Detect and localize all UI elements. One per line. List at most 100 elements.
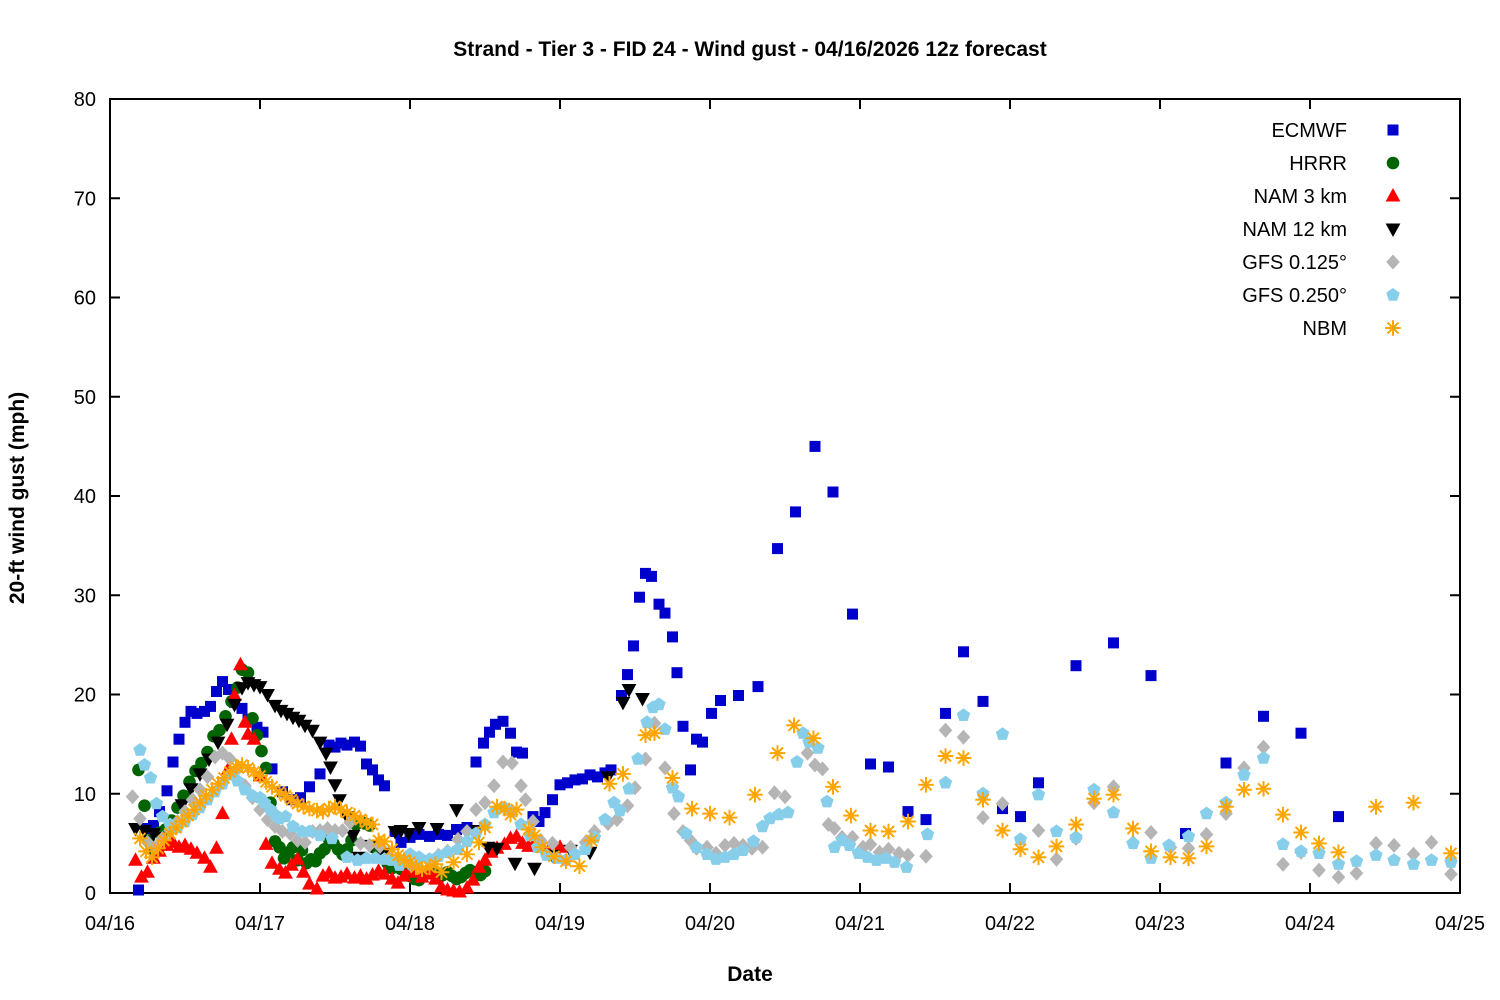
point-ecmwf: [205, 700, 216, 712]
point-ecmwf: [646, 570, 657, 582]
point-ecmwf: [341, 739, 353, 751]
point-gfs-0-250: [143, 770, 158, 784]
point-ecmwf: [154, 806, 165, 818]
y-tick-label: 80: [74, 89, 96, 111]
point-gfs-0-250: [820, 794, 834, 808]
legend-label-nam-12-km: NAM 12 km: [1243, 219, 1347, 241]
point-nam-3-km: [452, 884, 467, 898]
point-ecmwf: [173, 733, 185, 745]
chart-title: Strand - Tier 3 - FID 24 - Wind gust - 0…: [453, 38, 1047, 61]
legend-label-hrrr: HRRR: [1289, 153, 1347, 175]
point-nam-12-km: [327, 779, 343, 793]
point-gfs-0-125: [253, 802, 267, 818]
point-nam-3-km: [302, 876, 317, 890]
point-nbm: [1030, 849, 1047, 866]
x-tick-label: 04/20: [685, 913, 735, 935]
point-ecmwf: [677, 720, 689, 732]
point-ecmwf: [323, 739, 335, 751]
point-nam-3-km: [309, 881, 325, 895]
point-nbm: [786, 717, 802, 734]
point-nam-3-km: [296, 864, 311, 878]
point-nbm: [646, 725, 663, 741]
legend-label-nam-3-km: NAM 3 km: [1254, 186, 1347, 208]
point-gfs-0-250: [1406, 857, 1421, 870]
point-nam-12-km: [411, 822, 427, 836]
point-nbm: [1443, 845, 1459, 862]
point-gfs-0-250: [956, 708, 971, 721]
point-gfs-0-250: [440, 845, 455, 858]
point-gfs-0-125: [938, 722, 953, 738]
point-nbm: [144, 849, 160, 866]
point-gfs-0-125: [919, 848, 933, 864]
point-nbm: [364, 816, 381, 833]
point-gfs-0-250: [1087, 782, 1101, 796]
legend-marker-gfs-0-250: [1386, 288, 1400, 301]
point-ecmwf: [179, 716, 191, 728]
point-nam-3-km: [189, 845, 205, 859]
point-hrrr: [255, 744, 268, 758]
point-nbm: [1311, 835, 1327, 852]
point-nam-3-km: [428, 871, 443, 885]
legend-marker-ecmwf: [1387, 124, 1399, 136]
point-gfs-0-250: [1126, 836, 1140, 849]
point-gfs-0-250: [640, 715, 654, 728]
point-nbm: [664, 770, 681, 786]
point-gfs-0-250: [679, 826, 693, 840]
point-nam-3-km: [233, 656, 248, 671]
point-gfs-0-125: [518, 792, 533, 808]
point-nam-12-km: [297, 719, 313, 734]
point-gfs-0-125: [451, 831, 465, 847]
point-ecmwf: [671, 667, 683, 679]
point-nbm: [721, 809, 738, 826]
point-ecmwf: [379, 780, 390, 792]
point-ecmwf: [958, 646, 969, 658]
point-gfs-0-250: [781, 805, 795, 819]
point-ecmwf: [977, 695, 989, 707]
point-nam-12-km: [318, 747, 334, 762]
point-ecmwf: [622, 669, 633, 681]
point-nam-12-km: [345, 829, 361, 844]
point-gfs-0-125: [892, 845, 906, 861]
point-ecmwf: [1145, 670, 1157, 682]
point-nam-12-km: [183, 783, 199, 797]
point-nam-12-km: [227, 698, 242, 713]
point-gfs-0-125: [1424, 834, 1439, 850]
point-nam-3-km: [459, 880, 475, 894]
point-ecmwf: [847, 608, 858, 620]
point-nbm: [880, 823, 897, 840]
point-gfs-0-250: [325, 831, 339, 845]
point-gfs-0-250: [658, 722, 672, 735]
point-ecmwf: [433, 828, 444, 840]
point-gfs-0-250: [622, 781, 636, 795]
point-nam-3-km: [203, 859, 218, 873]
point-ecmwf: [940, 707, 951, 719]
point-nbm: [843, 807, 859, 824]
point-gfs-0-125: [223, 751, 237, 767]
point-ecmwf: [640, 567, 651, 579]
point-ecmwf: [1108, 637, 1119, 649]
point-nam-12-km: [192, 768, 208, 782]
point-nbm: [1086, 790, 1102, 807]
point-gfs-0-125: [298, 834, 312, 850]
point-nam-3-km: [509, 828, 524, 842]
point-gfs-0-125: [545, 835, 560, 851]
point-nam-3-km: [339, 866, 355, 880]
point-gfs-0-125: [328, 823, 342, 838]
point-nbm: [955, 750, 972, 766]
point-ecmwf: [1295, 727, 1307, 739]
point-gfs-0-250: [1031, 787, 1046, 801]
point-ecmwf: [329, 741, 341, 753]
point-gfs-0-125: [1181, 840, 1196, 856]
point-nam-3-km: [477, 852, 493, 866]
point-gfs-0-250: [340, 850, 354, 863]
point-nbm: [433, 864, 450, 880]
point-ecmwf: [752, 681, 764, 693]
point-nam-3-km: [128, 852, 143, 866]
point-ecmwf: [191, 707, 203, 719]
point-gfs-0-125: [1387, 837, 1401, 853]
point-gfs-0-250: [899, 860, 914, 873]
y-tick-label: 50: [74, 387, 96, 409]
point-gfs-0-125: [1369, 835, 1383, 851]
point-nam-3-km: [365, 867, 380, 881]
